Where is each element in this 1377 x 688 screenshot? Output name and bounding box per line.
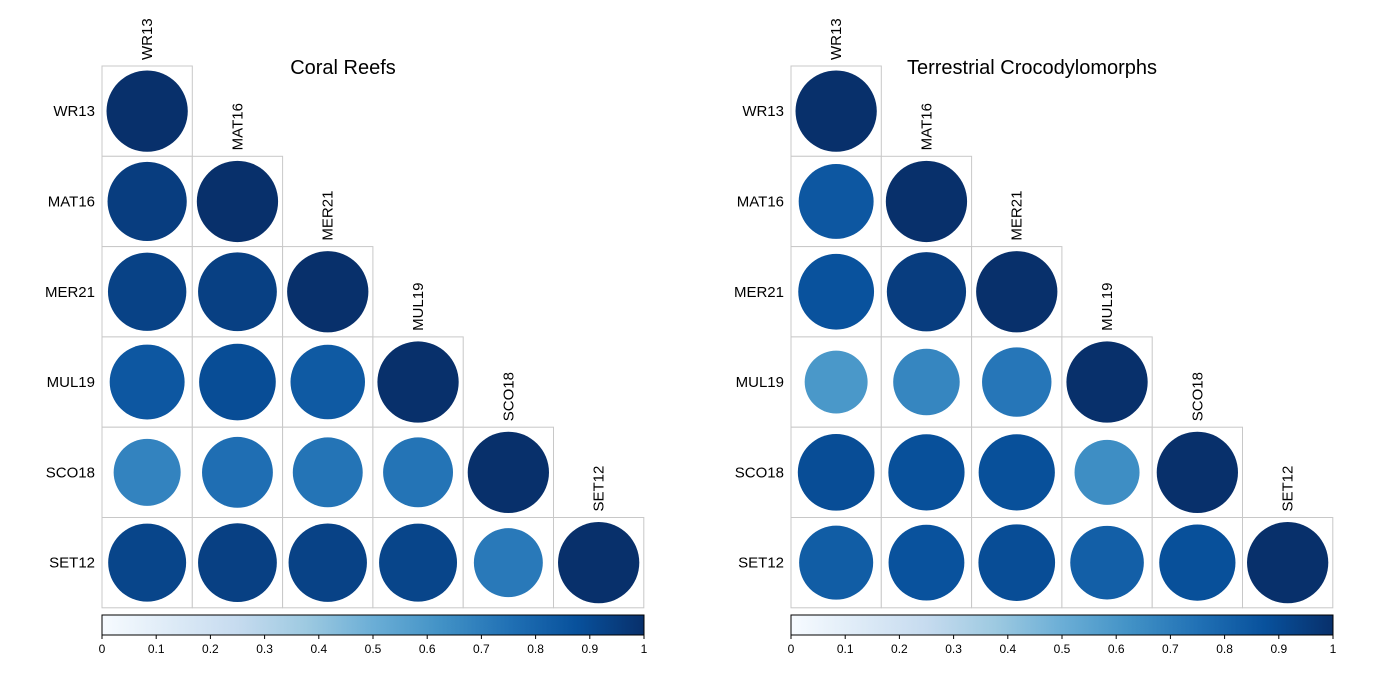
colorbar-tick-label: 0.5 [1054,642,1071,656]
correlation-circle [202,436,273,508]
correlation-circle [558,522,640,604]
column-label: SCO18 [500,372,517,421]
correlation-circle [108,523,187,602]
correlation-circle [1156,431,1238,513]
correlation-circle [804,350,868,414]
correlation-circle [888,434,965,511]
correlation-circle [1159,524,1236,601]
correlation-circle [888,524,965,601]
column-label: MUL19 [410,283,427,331]
correlation-circle [292,437,363,508]
correlation-circle [798,163,874,239]
correlation-circle [467,431,549,513]
correlation-circle [198,252,277,332]
row-label: MUL19 [736,374,784,391]
correlation-circle [978,434,1055,511]
colorbar-tick-label: 0.7 [473,642,490,656]
column-label: SET12 [1280,466,1297,512]
correlation-circle [290,344,365,420]
row-label: MAT16 [737,193,784,210]
correlation-circle [109,344,185,420]
column-label: MER21 [1009,191,1026,241]
correlation-circle [1074,439,1140,505]
column-label: WR13 [828,18,845,60]
correlation-circle [473,528,543,598]
colorbar-tick-label: 0 [99,642,106,656]
colorbar-tick-label: 1 [1330,642,1337,656]
correlation-circle [107,252,187,331]
correlation-circle [199,343,276,421]
correlation-circle [798,253,875,330]
correlation-circle [1070,525,1144,600]
row-label: MER21 [734,284,784,301]
correlation-circle [797,434,875,511]
column-label: MER21 [320,191,337,241]
colorbar-tick-label: 0.9 [1270,642,1287,656]
correlation-circle [795,70,877,152]
colorbar-tick-label: 0.3 [945,642,962,656]
correlation-circle [1066,341,1148,423]
column-label: MUL19 [1099,283,1116,331]
correlation-circle [383,437,454,508]
colorbar-tick-label: 1 [641,642,648,656]
colorbar [101,614,645,636]
column-label: WR13 [139,18,156,60]
row-label: WR13 [53,103,95,120]
column-label: SCO18 [1189,372,1206,421]
colorbar-tick-label: 0.8 [527,642,544,656]
chart-panel-1: Coral Reefs WR13 WR13 MAT16 MAT16 MER21 MER21 M… [45,18,648,656]
correlation-circle [976,251,1058,333]
column-label: SET12 [591,466,608,512]
colorbar-tick-label: 0.2 [202,642,219,656]
column-label: MAT16 [229,103,246,150]
colorbar-tick-label: 0.4 [310,642,327,656]
colorbar [790,614,1334,636]
colorbar-tick-label: 0.6 [419,642,436,656]
colorbar-tick-label: 0.2 [891,642,908,656]
colorbar-tick-label: 0 [788,642,795,656]
row-label: SCO18 [735,464,784,481]
colorbar-tick-label: 0.6 [1108,642,1125,656]
correlation-circle [886,252,967,332]
row-label: MUL19 [47,374,95,391]
colorbar-tick-label: 0.4 [999,642,1016,656]
correlation-circle [893,348,960,416]
correlation-circle [982,347,1052,417]
chart-title: Terrestrial Crocodylomorphs [907,57,1157,79]
correlation-circle [287,251,369,333]
correlation-circle [113,438,181,506]
column-label: MAT16 [918,103,935,150]
row-label: WR13 [742,103,784,120]
correlation-circle [106,70,188,152]
row-label: MAT16 [48,193,95,210]
correlation-circle [799,525,874,600]
row-label: SET12 [49,555,95,572]
colorbar-tick-label: 0.1 [837,642,854,656]
colorbar-tick-label: 0.5 [365,642,382,656]
correlation-circle [198,523,277,603]
row-label: SET12 [738,555,784,572]
row-label: MER21 [45,284,95,301]
colorbar-tick-label: 0.1 [148,642,165,656]
correlation-circle [288,523,367,602]
correlation-circle [377,341,459,423]
correlation-circle [885,160,968,243]
chart-panel-2: Terrestrial Crocodylomorphs WR13 WR13 MAT16… [734,18,1337,656]
colorbar-tick-label: 0.7 [1162,642,1179,656]
chart-title: Coral Reefs [290,57,396,79]
colorbar-tick-label: 0.3 [256,642,273,656]
correlation-circle [379,523,458,602]
row-label: SCO18 [46,464,95,481]
correlation-circle [107,161,187,242]
colorbar-tick-label: 0.9 [581,642,598,656]
correlation-circle [978,524,1056,601]
correlation-circle [196,160,279,243]
colorbar-tick-label: 0.8 [1216,642,1233,656]
correlation-circle [1247,522,1329,604]
